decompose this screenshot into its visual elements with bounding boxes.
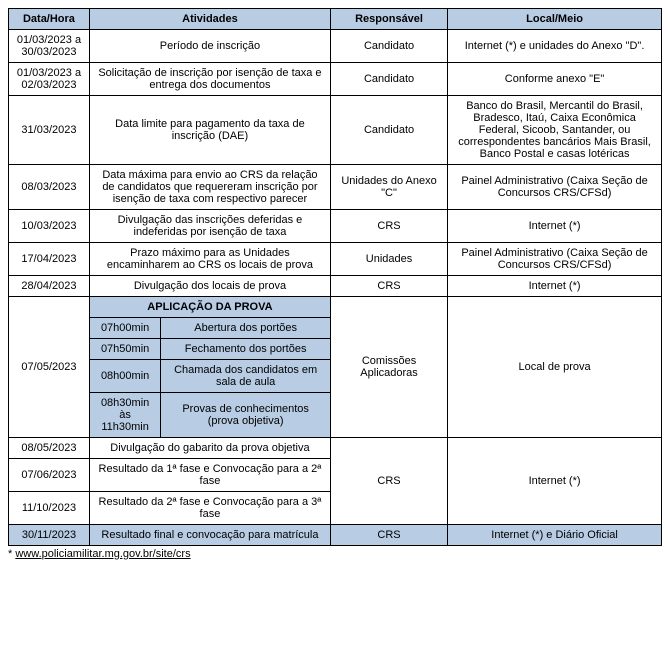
header-local: Local/Meio [448, 9, 662, 30]
cell-local: Internet (*) e Diário Oficial [448, 525, 662, 546]
footnote: * www.policiamilitar.mg.gov.br/site/crs [8, 548, 662, 560]
cell-date: 07/05/2023 [9, 297, 90, 438]
cell-local: Banco do Brasil, Mercantil do Brasil, Br… [448, 96, 662, 165]
cell-activity: Provas de conhecimentos (prova objetiva) [161, 393, 331, 438]
cell-activity: Abertura dos portões [161, 318, 331, 339]
cell-local: Conforme anexo "E" [448, 63, 662, 96]
cell-activity: Divulgação das inscrições deferidas e in… [89, 210, 330, 243]
cell-activity: Data limite para pagamento da taxa de in… [89, 96, 330, 165]
cell-date: 31/03/2023 [9, 96, 90, 165]
footnote-link[interactable]: www.policiamilitar.mg.gov.br/site/crs [15, 548, 190, 560]
cell-resp: Candidato [330, 96, 447, 165]
cell-date: 28/04/2023 [9, 276, 90, 297]
cell-activity: Solicitação de inscrição por isenção de … [89, 63, 330, 96]
cell-activity: Fechamento dos portões [161, 339, 331, 360]
cell-resp: Unidades [330, 243, 447, 276]
cell-date: 17/04/2023 [9, 243, 90, 276]
schedule-table: Data/Hora Atividades Responsável Local/M… [8, 8, 662, 546]
cell-date: 01/03/2023 a 02/03/2023 [9, 63, 90, 96]
cell-date: 08/05/2023 [9, 438, 90, 459]
cell-resp: CRS [330, 276, 447, 297]
header-activities: Atividades [89, 9, 330, 30]
cell-activity: Data máxima para envio ao CRS da relação… [89, 165, 330, 210]
table-row: 08/05/2023 Divulgação do gabarito da pro… [9, 438, 662, 459]
exam-header-row: 07/05/2023 APLICAÇÃO DA PROVA Comissões … [9, 297, 662, 318]
exam-section-header: APLICAÇÃO DA PROVA [89, 297, 330, 318]
cell-local: Internet (*) e unidades do Anexo "D". [448, 30, 662, 63]
cell-date: 07/06/2023 [9, 459, 90, 492]
cell-local: Local de prova [448, 297, 662, 438]
cell-local: Internet (*) [448, 438, 662, 525]
table-row: 17/04/2023 Prazo máximo para as Unidades… [9, 243, 662, 276]
cell-activity: Resultado da 2ª fase e Convocação para a… [89, 492, 330, 525]
table-row: 08/03/2023 Data máxima para envio ao CRS… [9, 165, 662, 210]
header-responsible: Responsável [330, 9, 447, 30]
cell-activity: Prazo máximo para as Unidades encaminhar… [89, 243, 330, 276]
cell-local: Internet (*) [448, 276, 662, 297]
cell-resp: CRS [330, 438, 447, 525]
cell-resp: Unidades do Anexo "C" [330, 165, 447, 210]
cell-date: 11/10/2023 [9, 492, 90, 525]
table-row: 30/11/2023 Resultado final e convocação … [9, 525, 662, 546]
cell-resp: CRS [330, 210, 447, 243]
cell-resp: CRS [330, 525, 447, 546]
cell-time: 08h30min às 11h30min [89, 393, 160, 438]
cell-date: 10/03/2023 [9, 210, 90, 243]
cell-date: 01/03/2023 a 30/03/2023 [9, 30, 90, 63]
cell-resp: Comissões Aplicadoras [330, 297, 447, 438]
header-date: Data/Hora [9, 9, 90, 30]
cell-activity: Resultado final e convocação para matríc… [89, 525, 330, 546]
cell-local: Painel Administrativo (Caixa Seção de Co… [448, 165, 662, 210]
cell-local: Internet (*) [448, 210, 662, 243]
table-row: 01/03/2023 a 02/03/2023 Solicitação de i… [9, 63, 662, 96]
cell-activity: Chamada dos candidatos em sala de aula [161, 360, 331, 393]
table-row: 31/03/2023 Data limite para pagamento da… [9, 96, 662, 165]
cell-date: 08/03/2023 [9, 165, 90, 210]
cell-activity: Resultado da 1ª fase e Convocação para a… [89, 459, 330, 492]
cell-resp: Candidato [330, 30, 447, 63]
cell-activity: Divulgação dos locais de prova [89, 276, 330, 297]
cell-time: 07h50min [89, 339, 160, 360]
table-row: 28/04/2023 Divulgação dos locais de prov… [9, 276, 662, 297]
cell-activity: Divulgação do gabarito da prova objetiva [89, 438, 330, 459]
cell-local: Painel Administrativo (Caixa Seção de Co… [448, 243, 662, 276]
cell-time: 07h00min [89, 318, 160, 339]
cell-resp: Candidato [330, 63, 447, 96]
cell-date: 30/11/2023 [9, 525, 90, 546]
table-row: 01/03/2023 a 30/03/2023 Período de inscr… [9, 30, 662, 63]
cell-time: 08h00min [89, 360, 160, 393]
table-row: 10/03/2023 Divulgação das inscrições def… [9, 210, 662, 243]
cell-activity: Período de inscrição [89, 30, 330, 63]
